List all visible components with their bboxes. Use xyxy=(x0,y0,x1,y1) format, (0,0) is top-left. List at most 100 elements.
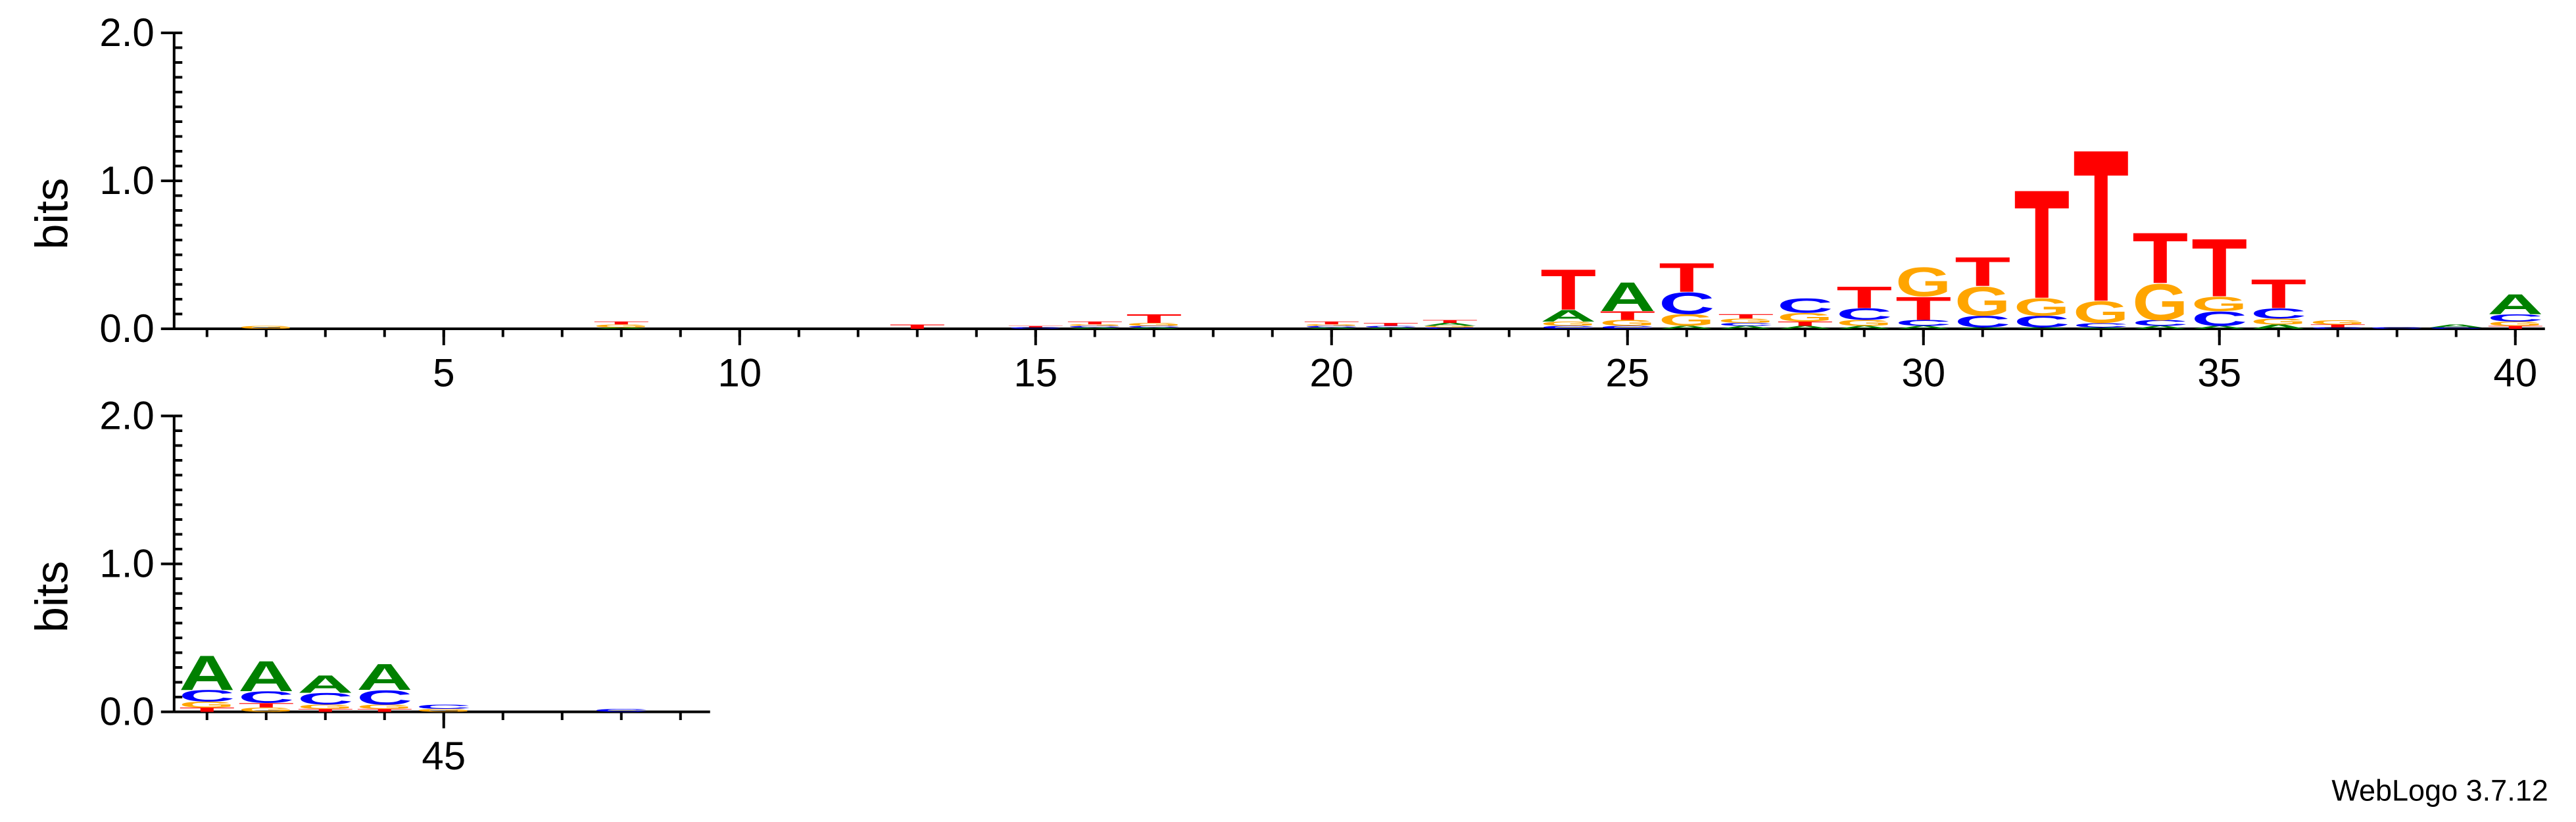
letter: T xyxy=(2014,158,2070,331)
y-tick-label: 2.0 xyxy=(99,11,154,55)
letter: G xyxy=(1777,310,1833,324)
letter: C xyxy=(1422,327,1478,329)
letter: A xyxy=(2250,323,2306,330)
letter: C xyxy=(238,689,294,707)
letter: C xyxy=(1540,325,1596,329)
letter: C xyxy=(2250,305,2306,322)
letter: G xyxy=(1955,278,2010,324)
letter: G xyxy=(2073,295,2129,329)
letter: A xyxy=(593,327,649,329)
letter: A xyxy=(1777,325,1833,329)
letter: A xyxy=(1540,306,1596,325)
letter: A xyxy=(1422,322,1478,327)
letter: A xyxy=(179,644,235,700)
y-tick-label: 0.0 xyxy=(99,306,154,351)
letter: T xyxy=(356,708,412,713)
letter: A xyxy=(1599,274,1655,320)
letter: A xyxy=(2191,325,2247,329)
letter: G xyxy=(238,706,294,713)
letter: T xyxy=(238,702,294,709)
letter: C xyxy=(1777,294,1833,317)
letter: G xyxy=(2191,293,2247,316)
letter: G xyxy=(1067,324,1123,327)
letter: G xyxy=(416,708,472,713)
x-tick-label: 10 xyxy=(717,351,762,395)
letter: G xyxy=(1718,317,1774,324)
letter: T xyxy=(1067,321,1123,326)
letter: T xyxy=(1363,322,1419,327)
letter: T xyxy=(1422,319,1478,324)
letter: C xyxy=(1126,326,1182,328)
x-tick-label: 35 xyxy=(2197,351,2241,395)
letter: C xyxy=(2132,318,2188,327)
letter: T xyxy=(2310,324,2366,328)
letter: C xyxy=(1895,318,1951,327)
letter: G xyxy=(2487,320,2543,327)
letter: T xyxy=(1599,308,1655,322)
letter: T xyxy=(2073,105,2129,347)
letter: T xyxy=(1836,281,1892,315)
y-axis-label: bits xyxy=(26,561,77,633)
letter: C xyxy=(2191,307,2247,330)
letter: T xyxy=(1955,249,2010,295)
letter: T xyxy=(1718,313,1774,320)
letter: C xyxy=(1955,312,2010,331)
y-tick-label: 2.0 xyxy=(99,394,154,438)
letter: G xyxy=(297,703,353,710)
letter: T xyxy=(1303,321,1359,326)
x-tick-label: 40 xyxy=(2493,351,2537,395)
letter: G xyxy=(179,700,235,709)
letter: A xyxy=(1303,327,1359,329)
letter: T xyxy=(1895,291,1951,327)
letter: A xyxy=(297,670,353,698)
letter: C xyxy=(416,703,472,710)
letter: G xyxy=(2132,274,2188,331)
letter: G xyxy=(593,324,649,328)
letter: A xyxy=(2014,327,2070,329)
letter: C xyxy=(1599,325,1655,329)
letter: T xyxy=(297,708,353,713)
letter: A xyxy=(1895,325,1951,329)
letter: G xyxy=(1303,324,1359,327)
letter: A xyxy=(1836,325,1892,329)
letter: A xyxy=(356,656,412,698)
letter: C xyxy=(1363,326,1419,328)
x-tick-label: 15 xyxy=(1013,351,1057,395)
letter: T xyxy=(2487,325,2543,329)
letter: T xyxy=(2132,218,2188,299)
letter: C xyxy=(2369,327,2425,329)
letter: C xyxy=(2428,327,2484,329)
letter: G xyxy=(2310,319,2366,326)
letter: A xyxy=(2132,325,2188,329)
x-tick-label: 20 xyxy=(1309,351,1353,395)
letter: T xyxy=(593,321,649,326)
letter: T xyxy=(179,706,235,713)
letter: A xyxy=(2073,327,2129,329)
letter: C xyxy=(2014,312,2070,331)
letter: C xyxy=(1836,305,1892,324)
letter: T xyxy=(1540,258,1596,322)
footer: WebLogo 3.7.12 xyxy=(2331,774,2548,808)
x-tick-label: 5 xyxy=(433,351,454,395)
letter: G xyxy=(1659,311,1714,329)
y-axis-label: bits xyxy=(26,178,77,250)
letter: A xyxy=(1659,325,1714,329)
letter: C xyxy=(1718,322,1774,327)
letter: A xyxy=(1067,327,1123,329)
letter: C xyxy=(593,708,649,713)
letter: C xyxy=(356,686,412,709)
letter: A xyxy=(1126,327,1182,329)
letter: A xyxy=(1955,327,2010,329)
letter: C xyxy=(1303,326,1359,328)
letter: G xyxy=(2014,293,2070,321)
letter: T xyxy=(2250,271,2306,317)
x-tick-label: 45 xyxy=(422,734,466,778)
letter: G xyxy=(238,325,294,329)
letter: C xyxy=(1008,327,1063,329)
letter: G xyxy=(1422,326,1478,328)
letter: G xyxy=(2250,317,2306,326)
letter: A xyxy=(1363,327,1419,329)
letter: G xyxy=(1599,318,1655,327)
letter: T xyxy=(1008,326,1063,328)
